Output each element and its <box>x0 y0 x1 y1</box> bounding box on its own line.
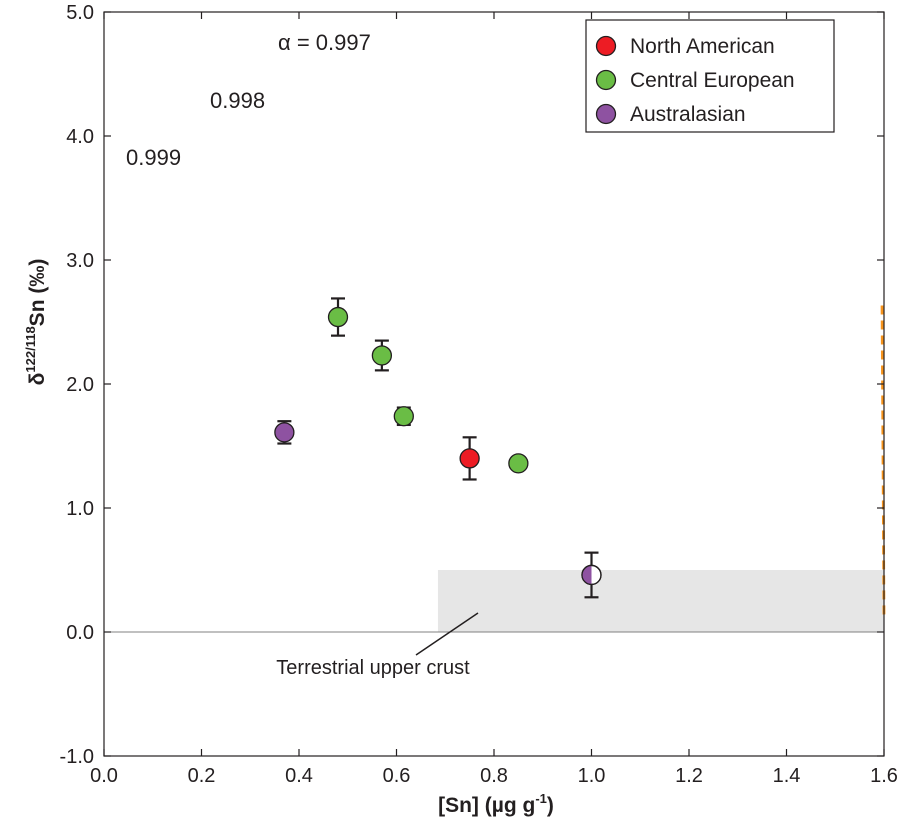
y-tick-label: 2.0 <box>66 374 94 396</box>
x-axis-ticks: 0.0 0.2 0.4 0.6 0.8 1.0 1.2 1.4 1.6 <box>90 12 898 787</box>
legend-label: Central European <box>630 69 795 92</box>
legend-label: North American <box>630 35 775 58</box>
curve-label: 0.999 <box>126 145 181 170</box>
y-tick-label: 3.0 <box>66 250 94 272</box>
x-tick-label: 1.6 <box>870 765 898 787</box>
x-tick-label: 1.0 <box>578 765 606 787</box>
data-point <box>371 345 393 366</box>
annotation-leader-line <box>415 612 479 656</box>
curve-labels: 0.999 0.998 α = 0.997 <box>126 30 371 170</box>
legend-marker <box>595 69 617 91</box>
legend-marker <box>595 35 617 57</box>
data-point <box>459 448 480 469</box>
x-tick-label: 1.4 <box>773 765 801 787</box>
legend-box <box>585 19 835 133</box>
data-points <box>274 297 602 599</box>
x-axis-title: [Sn] (µg g-1) <box>438 791 554 817</box>
data-point-outline <box>581 564 602 586</box>
annotation-terrestrial-upper-crust: Terrestrial upper crust <box>276 657 470 679</box>
legend-marker <box>595 103 617 125</box>
legend: North American Central European Australasi… <box>585 19 835 133</box>
curve-label: α = 0.997 <box>278 30 371 55</box>
x-tick-label: 0.4 <box>285 765 313 787</box>
legend-label: Australasian <box>630 103 746 126</box>
x-tick-label: 0.0 <box>90 765 118 787</box>
data-point-half <box>582 565 592 585</box>
x-tick-label: 1.2 <box>675 765 703 787</box>
curve-label: 0.998 <box>210 88 265 113</box>
x-tick-label: 0.8 <box>480 765 508 787</box>
x-tick-label: 0.6 <box>383 765 411 787</box>
data-point <box>508 453 529 474</box>
y-tick-label: -1.0 <box>60 746 94 768</box>
y-axis-ticks: -1.0 0.0 1.0 2.0 3.0 4.0 5.0 <box>60 2 884 768</box>
data-point <box>393 406 414 427</box>
y-tick-label: 4.0 <box>66 126 94 148</box>
x-tick-label: 0.2 <box>188 765 216 787</box>
y-tick-label: 5.0 <box>66 2 94 24</box>
shaded-region-terrestrial-upper-crust <box>437 570 884 632</box>
y-tick-label: 0.0 <box>66 622 94 644</box>
data-point <box>327 306 349 328</box>
y-axis-title: δ122/118Sn (‰) <box>23 259 49 386</box>
data-point <box>274 422 295 443</box>
y-tick-label: 1.0 <box>66 498 94 520</box>
